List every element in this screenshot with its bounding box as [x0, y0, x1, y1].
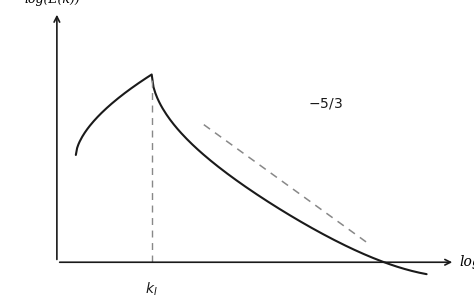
Text: log(E(k)): log(E(k)) — [24, 0, 80, 6]
Text: $k_I$: $k_I$ — [146, 280, 158, 297]
Text: log(k): log(k) — [460, 255, 474, 269]
Text: $-5/3$: $-5/3$ — [308, 96, 343, 111]
